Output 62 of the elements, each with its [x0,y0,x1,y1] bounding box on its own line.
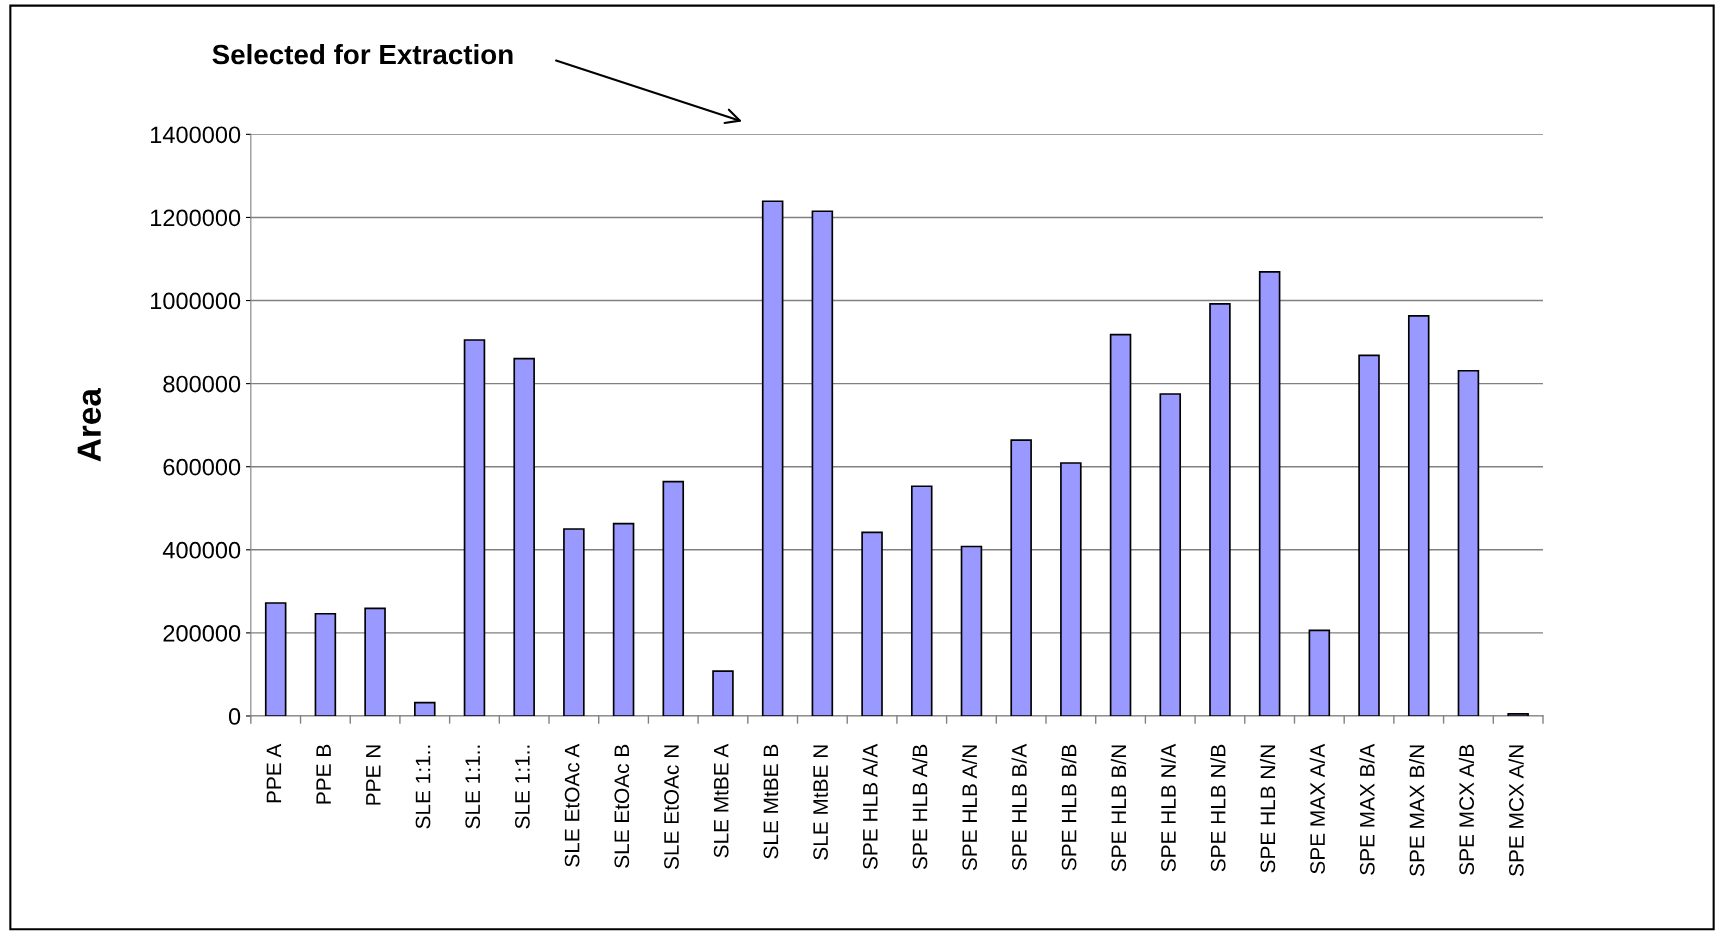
x-tick-label: SPE HLB N/A [1160,743,1176,872]
x-tick-label: SLE 1:1.. [515,745,530,829]
x-tick-label: SPE MAX B/N [1409,745,1425,876]
bar [414,701,436,716]
bar [563,528,585,716]
bar [463,339,486,716]
bar [662,480,685,716]
y-tick-label: 0 [228,708,241,725]
bar [1358,354,1380,716]
x-tick-label: SPE MAX B/A [1359,743,1375,875]
y-axis-title: Area [77,387,101,462]
x-tick-label: SPE MCX A/N [1508,745,1524,876]
bar [1507,713,1529,716]
bar [1060,462,1082,716]
bar [1258,271,1281,716]
x-tick-label: SPE HLB B/N [1110,745,1127,872]
x-tick-label: SPE MAX A/A [1309,743,1325,874]
bar [1159,393,1182,716]
x-tick-label: SLE EtOAc N [664,745,679,870]
y-tick-label: 400000 [162,541,241,559]
text: Selected for Extraction [212,43,513,65]
x-tick-label: SPE HLB A/B [912,744,928,870]
x-tick-label: PPE A [266,743,282,803]
bar [910,485,933,716]
bar [1109,333,1132,716]
bar [1308,629,1331,716]
bar [1010,439,1032,716]
bar [861,531,883,716]
y-tick-label: 1000000 [151,292,241,310]
x-tick-label: PPE N [366,745,381,805]
x-tick-label: SLE MtBE A [713,743,729,858]
y-tick-label: 800000 [163,375,241,393]
bar [761,200,784,716]
bar [960,545,983,716]
x-tick-label: SLE EtOAc B [614,744,630,868]
bar [1407,315,1430,716]
x-tick-label: SPE HLB A/A [862,743,878,870]
y-tick-label: 200000 [163,624,241,642]
bar [1457,369,1480,716]
bar [712,670,734,716]
bar [513,357,535,716]
x-tick-label: SLE MtBE B [763,744,779,859]
x-tick-label: SPE HLB B/A [1011,743,1027,871]
bar [612,522,635,716]
bar [811,210,834,716]
bar [1209,303,1231,716]
bar [314,612,337,716]
x-tick-label: SLE 1:1.. [415,745,431,829]
bar [264,602,287,716]
x-tick-label: SPE MCX A/B [1458,744,1475,875]
x-tick-label: SPE HLB A/N [961,745,978,871]
x-tick-label: SLE MtBE N [813,745,828,860]
y-tick-label: 1400000 [151,126,241,144]
x-tick-label: SLE 1:1.. [465,745,481,829]
bar [364,607,386,716]
x-tick-label: SPE HLB N/B [1210,744,1226,872]
y-tick-label: 600000 [163,458,241,476]
x-tick-label: SPE HLB N/N [1259,745,1276,873]
x-tick-label: PPE B [316,744,331,804]
y-tick-label: 1200000 [151,209,241,227]
x-tick-label: SPE HLB B/B [1061,744,1077,871]
x-tick-label: SLE EtOAc A [564,743,580,867]
